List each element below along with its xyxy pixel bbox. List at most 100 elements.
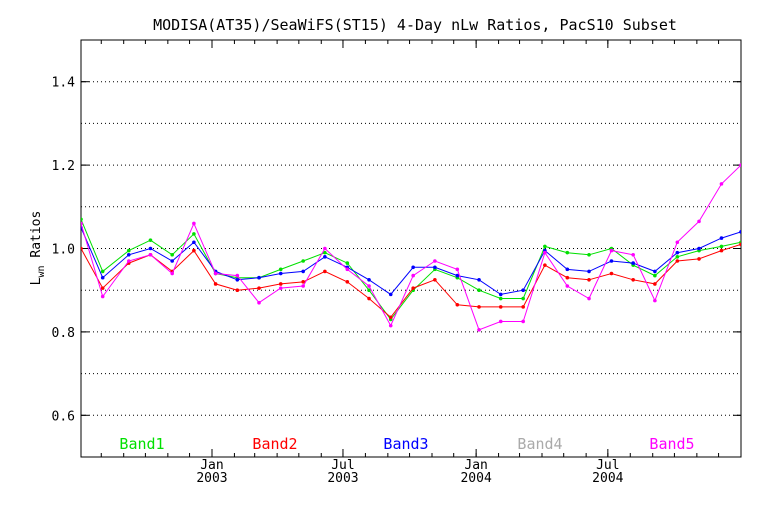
data-point-band1 bbox=[192, 232, 196, 236]
data-point-band1 bbox=[521, 296, 525, 301]
data-point-band5 bbox=[257, 300, 261, 305]
plot-frame bbox=[80, 39, 742, 458]
data-point-band2 bbox=[587, 277, 591, 282]
data-point-band2 bbox=[345, 280, 350, 284]
data-point-band2 bbox=[675, 259, 680, 263]
data-point-band2 bbox=[192, 248, 196, 253]
x-tick-year: 2004 bbox=[460, 471, 491, 486]
series bbox=[81, 163, 741, 332]
y-axis-label-main: L bbox=[29, 277, 44, 285]
data-point-band5 bbox=[235, 273, 240, 278]
data-point-band1 bbox=[170, 252, 174, 257]
data-point-band3 bbox=[323, 255, 327, 259]
series-line-band3 bbox=[81, 227, 741, 296]
data-point-band5 bbox=[126, 259, 131, 263]
x-tick-year: 2003 bbox=[327, 471, 358, 486]
data-point-band1 bbox=[543, 244, 547, 249]
data-point-band1 bbox=[653, 273, 657, 278]
legend-band5: Band5 bbox=[649, 435, 694, 453]
data-point-band3 bbox=[587, 269, 591, 274]
data-point-band2 bbox=[697, 257, 701, 261]
data-point-band3 bbox=[148, 246, 153, 251]
data-point-band3 bbox=[235, 277, 240, 282]
data-point-band1 bbox=[345, 261, 350, 265]
data-point-band2 bbox=[543, 263, 547, 267]
data-point-band2 bbox=[100, 286, 105, 290]
data-point-band3 bbox=[455, 273, 460, 278]
data-point-band5 bbox=[543, 250, 547, 255]
data-point-band3 bbox=[100, 275, 105, 280]
grid bbox=[81, 81, 741, 416]
data-point-band2 bbox=[739, 242, 741, 247]
legend: Band1 Band2 Band3 Band4 Band5 bbox=[119, 435, 694, 453]
data-point-band5 bbox=[521, 319, 525, 324]
y-ticks: 0.6 0.8 1.0 1.2 1.4 bbox=[52, 76, 741, 424]
data-point-band3 bbox=[126, 252, 131, 257]
data-point-band5 bbox=[631, 252, 635, 257]
data-point-band2 bbox=[498, 305, 503, 309]
data-point-band2 bbox=[433, 277, 437, 282]
data-point-band1 bbox=[81, 217, 83, 222]
data-point-band1 bbox=[100, 269, 105, 274]
y-axis-label-sub: wn bbox=[36, 265, 47, 277]
data-point-band5 bbox=[455, 267, 460, 272]
y-tick-label: 0.8 bbox=[52, 326, 75, 341]
x-tick-year: 2004 bbox=[592, 471, 623, 486]
data-point-band3 bbox=[565, 267, 570, 272]
data-point-band1 bbox=[498, 296, 503, 301]
data-point-band2 bbox=[388, 315, 393, 320]
data-point-band2 bbox=[278, 282, 283, 286]
data-point-band3 bbox=[257, 275, 261, 280]
data-point-band3 bbox=[609, 259, 614, 263]
x-tick-year: 2003 bbox=[196, 471, 227, 486]
data-point-band2 bbox=[257, 286, 261, 290]
plot-border bbox=[80, 39, 742, 458]
data-point-band5 bbox=[565, 284, 570, 288]
data-point-band3 bbox=[521, 288, 525, 293]
data-point-band2 bbox=[631, 277, 635, 282]
data-point-band5 bbox=[739, 163, 741, 167]
data-point-band5 bbox=[367, 284, 371, 288]
x-tick-month: Jul bbox=[331, 458, 354, 473]
data-point-band1 bbox=[126, 248, 131, 253]
data-point-band1 bbox=[587, 252, 591, 257]
data-point-band3 bbox=[411, 265, 415, 270]
data-point-band1 bbox=[148, 238, 153, 242]
data-point-band5 bbox=[170, 271, 174, 276]
y-tick-label: 1.4 bbox=[52, 76, 76, 91]
data-point-band2 bbox=[521, 305, 525, 309]
data-point-band2 bbox=[565, 275, 570, 280]
data-point-band3 bbox=[388, 292, 393, 297]
data-point-band2 bbox=[235, 288, 240, 293]
data-point-band5 bbox=[388, 323, 393, 328]
data-point-band5 bbox=[609, 248, 614, 253]
y-tick-label: 1.2 bbox=[52, 159, 75, 174]
data-point-band2 bbox=[653, 282, 657, 286]
data-point-band5 bbox=[719, 182, 724, 186]
legend-band2: Band2 bbox=[252, 435, 297, 453]
data-point-band5 bbox=[433, 259, 437, 263]
y-axis-label-rest: Ratios bbox=[29, 211, 44, 266]
data-point-band3 bbox=[477, 277, 481, 282]
data-point-band3 bbox=[367, 277, 371, 282]
data-point-band2 bbox=[301, 280, 305, 284]
data-point-band5 bbox=[697, 219, 701, 224]
data-point-band5 bbox=[213, 271, 218, 276]
x-tick-month: Jan bbox=[464, 458, 487, 473]
data-point-band3 bbox=[301, 269, 305, 274]
data-point-band2 bbox=[213, 282, 218, 286]
legend-band1: Band1 bbox=[119, 435, 164, 453]
data-point-band3 bbox=[653, 269, 657, 274]
data-point-band3 bbox=[719, 236, 724, 240]
data-point-band2 bbox=[81, 246, 83, 251]
x-tick-month: Jul bbox=[596, 458, 619, 473]
data-point-band2 bbox=[323, 269, 327, 274]
x-tick-month: Jan bbox=[200, 458, 223, 473]
data-point-band5 bbox=[477, 328, 481, 332]
data-point-band3 bbox=[498, 292, 503, 297]
y-tick-label: 1.0 bbox=[52, 243, 75, 258]
data-point-band5 bbox=[278, 286, 283, 290]
data-point-band5 bbox=[411, 273, 415, 278]
